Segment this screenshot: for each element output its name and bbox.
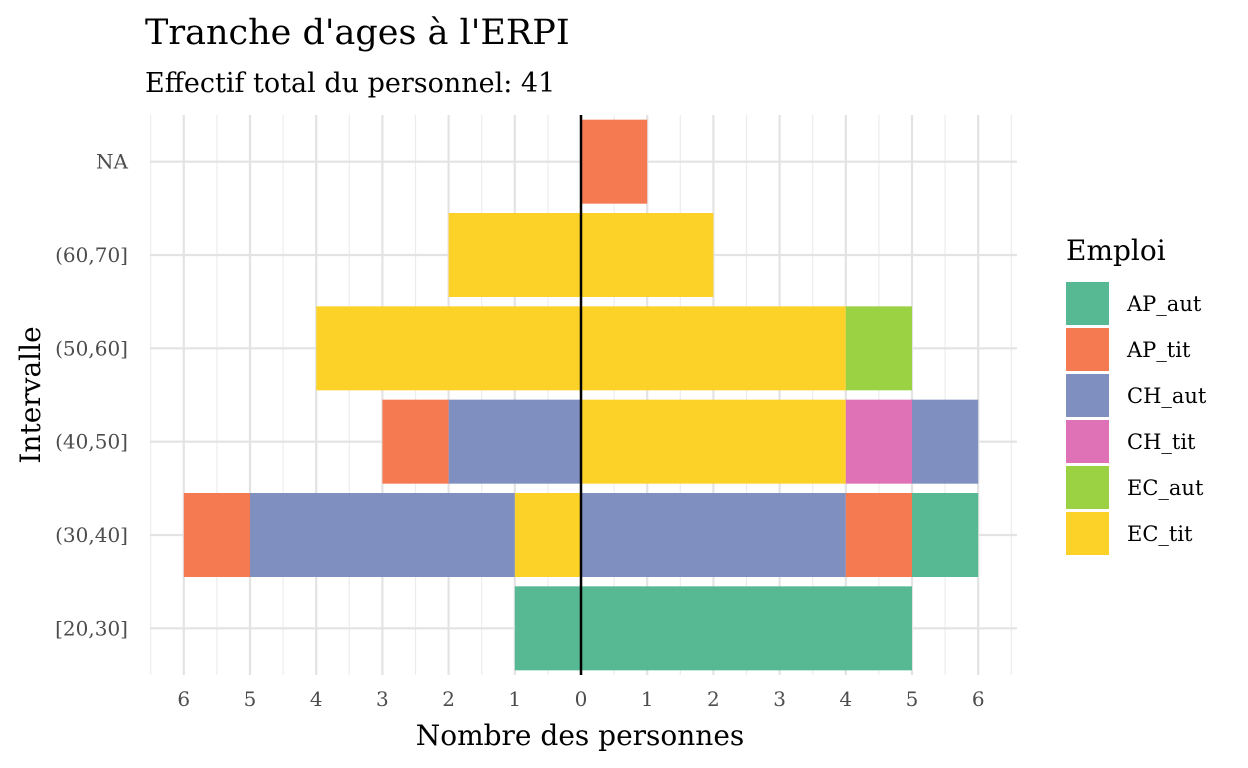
- legend-label: EC_aut: [1127, 476, 1204, 500]
- x-tick-label: 5: [906, 687, 919, 711]
- legend-swatch: [1066, 328, 1109, 371]
- legend-swatch: [1066, 282, 1109, 325]
- bar-segment-EC_tit: [581, 399, 846, 484]
- x-tick-label: 4: [839, 687, 852, 711]
- x-tick-label: 6: [177, 687, 190, 711]
- bar-segment-EC_aut: [845, 306, 912, 391]
- x-tick-label: 3: [376, 687, 389, 711]
- legend-label: AP_tit: [1126, 338, 1191, 362]
- legend-swatch: [1066, 466, 1109, 509]
- bar-segment-CH_aut: [912, 399, 979, 484]
- y-tick-label: (50,60]: [55, 336, 128, 360]
- y-tick-label: NA: [96, 150, 129, 174]
- bar-segment-EC_tit: [514, 493, 581, 577]
- x-tick-label: 0: [575, 687, 588, 711]
- x-tick-label: 1: [641, 687, 654, 711]
- legend-label: CH_aut: [1127, 384, 1207, 408]
- bar-segment-CH_aut: [581, 493, 846, 577]
- bars-group: [183, 119, 979, 671]
- x-tick-label: 2: [442, 687, 455, 711]
- bar-segment-AP_tit: [581, 119, 648, 204]
- y-tick-label: (40,50]: [55, 430, 128, 454]
- bar-segment-EC_tit: [581, 306, 846, 391]
- x-axis-title: Nombre des personnes: [416, 719, 745, 752]
- x-tick-label: 6: [972, 687, 985, 711]
- legend-swatch: [1066, 374, 1109, 417]
- legend-label: EC_tit: [1127, 522, 1193, 546]
- x-tick-label: 1: [508, 687, 521, 711]
- bar-segment-EC_tit: [316, 306, 581, 391]
- legend-label: CH_tit: [1127, 430, 1196, 454]
- bar-segment-CH_aut: [250, 493, 515, 577]
- bar-segment-CH_aut: [448, 399, 581, 484]
- bar-segment-AP_tit: [845, 493, 912, 577]
- legend: Emploi AP_aut AP_tit CH_aut CH_tit EC_aut EC_…: [1066, 234, 1207, 555]
- x-tick-label: 5: [244, 687, 257, 711]
- bar-segment-AP_tit: [183, 493, 250, 577]
- bar-segment-AP_aut: [912, 493, 979, 577]
- x-tick-label: 2: [707, 687, 720, 711]
- y-tick-labels: [20,30] (30,40] (40,50] (50,60] (60,70] NA: [55, 150, 128, 641]
- chart-title: Tranche d'ages à l'ERPI: [145, 13, 570, 53]
- x-tick-labels: 6 5 4 3 2 1 0 1 2 3 4 5 6: [177, 687, 984, 711]
- x-tick-label: 3: [773, 687, 786, 711]
- bar-segment-AP_tit: [382, 399, 449, 484]
- y-tick-label: (60,70]: [55, 243, 128, 267]
- bar-segment-AP_aut: [581, 586, 912, 671]
- legend-swatch: [1066, 420, 1109, 463]
- bar-segment-EC_tit: [581, 213, 714, 297]
- bar-segment-AP_aut: [514, 586, 581, 671]
- y-tick-label: [20,30]: [55, 616, 128, 640]
- bar-segment-CH_tit: [845, 399, 912, 484]
- chart-subtitle: Effectif total du personnel: 41: [145, 68, 555, 99]
- legend-label: AP_aut: [1126, 292, 1202, 316]
- y-axis-title: Intervalle: [14, 326, 47, 463]
- legend-swatch: [1066, 512, 1109, 555]
- legend-title: Emploi: [1066, 234, 1166, 267]
- bar-segment-EC_tit: [448, 213, 581, 297]
- x-tick-label: 4: [310, 687, 323, 711]
- y-tick-label: (30,40]: [55, 523, 128, 547]
